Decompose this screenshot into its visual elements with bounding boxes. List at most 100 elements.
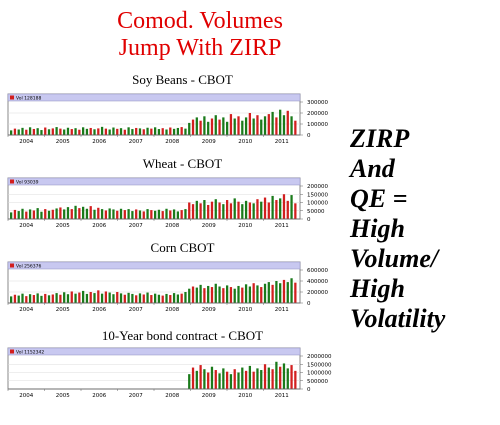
volume-bar [260, 287, 263, 303]
volume-bar [252, 118, 255, 135]
y-tick-label: 200000 [307, 184, 328, 190]
volume-bar [108, 292, 111, 303]
volume-bar [252, 371, 255, 389]
volume-bar [89, 292, 92, 303]
x-tick-label: 2011 [275, 307, 289, 313]
volume-bar [85, 208, 89, 219]
volume-bar [13, 209, 17, 219]
volume-bar [28, 127, 32, 135]
volume-legend-label: Vol 128188 [16, 96, 41, 102]
volume-bar [210, 287, 214, 303]
volume-bar [271, 369, 274, 389]
volume-bar [256, 115, 259, 135]
volume-bar [241, 287, 244, 303]
volume-bar [263, 283, 267, 303]
volume-bar [36, 208, 39, 219]
volume-bar [222, 204, 225, 219]
y-tick-label: 600000 [307, 268, 328, 274]
volume-bar [78, 208, 81, 219]
volume-bar [275, 281, 278, 303]
volume-bar [294, 120, 297, 135]
volume-legend-swatch [10, 95, 14, 100]
volume-bar [85, 128, 89, 135]
volume-bar [275, 117, 278, 135]
volume-bar [47, 295, 51, 303]
volume-bar [180, 127, 183, 135]
x-tick-label: 2007 [129, 393, 143, 399]
x-tick-label: 2004 [19, 223, 33, 229]
x-tick-label: 2006 [92, 223, 106, 229]
volume-bar [279, 109, 282, 135]
volume-bar [100, 209, 104, 219]
volume-bar [271, 111, 274, 135]
volume-bar [82, 127, 85, 135]
volume-bar [146, 209, 149, 219]
chart-label-bond: 10-Year bond contract - CBOT [101, 328, 264, 343]
volume-bar [82, 290, 85, 303]
x-tick-label: 2010 [238, 307, 252, 313]
volume-bar [290, 116, 293, 135]
volume-bar [131, 293, 134, 303]
x-tick-label: 2007 [129, 307, 143, 313]
volume-bar [36, 293, 39, 304]
volume-bar [184, 292, 187, 303]
volume-bar [256, 285, 259, 303]
volume-bar [184, 209, 187, 219]
volume-bar [279, 198, 282, 220]
volume-bar [28, 294, 32, 303]
volume-bar [63, 129, 66, 135]
volume-bar [252, 283, 255, 303]
volume-bar [237, 116, 240, 135]
chart-label-wheat: Wheat - CBOT [142, 156, 223, 171]
volume-bar [248, 113, 252, 135]
volume-bar [260, 201, 263, 219]
volume-bar [154, 210, 157, 219]
volume-bar [252, 203, 255, 219]
volume-bar [165, 208, 168, 219]
volume-bar [55, 208, 58, 219]
volume-bar [191, 204, 195, 219]
volume-bar [89, 127, 92, 135]
volume-bar [85, 293, 89, 303]
volume-bar [66, 127, 70, 135]
volume-bar [89, 206, 92, 219]
volume-bar [70, 209, 73, 219]
volume-bar [154, 127, 157, 135]
volume-bar [290, 278, 293, 303]
volume-bar [180, 293, 183, 303]
volume-bar [248, 365, 252, 389]
x-tick-label: 2008 [165, 307, 179, 313]
volume-bar [191, 286, 195, 303]
volume-bar [131, 211, 134, 219]
x-tick-label: 2006 [92, 307, 106, 313]
volume-bar [17, 211, 20, 219]
volume-bar [70, 291, 73, 303]
volume-bar [241, 367, 244, 389]
volume-bar [10, 130, 13, 135]
volume-bar [123, 129, 126, 135]
volume-bar [199, 365, 202, 389]
volume-bar [188, 288, 191, 303]
side-line-2: And [350, 154, 395, 183]
chart-bond: Vol 1152342 2000000 1500000 1000000 500000 0 2… [7, 347, 332, 399]
y-tick-label: 1000000 [307, 371, 332, 377]
x-tick-label: 2011 [275, 393, 289, 399]
volume-bar [138, 210, 142, 219]
volume-bar [226, 200, 229, 219]
volume-bar [127, 292, 130, 304]
volume-bar [286, 200, 289, 219]
volume-bar [78, 129, 81, 135]
volume-bar [226, 371, 229, 389]
volume-bar [82, 206, 85, 219]
volume-bar [260, 119, 263, 135]
volume-bar [63, 292, 66, 303]
volume-bar [169, 127, 172, 135]
x-tick-label: 2008 [165, 393, 179, 399]
volume-bar [214, 199, 217, 219]
volume-bar [256, 199, 259, 219]
volume-bar [74, 293, 77, 303]
volume-bar [282, 279, 286, 303]
volume-bar [241, 204, 244, 219]
volume-bar [248, 202, 252, 219]
y-tick-label: 100000 [307, 122, 328, 128]
